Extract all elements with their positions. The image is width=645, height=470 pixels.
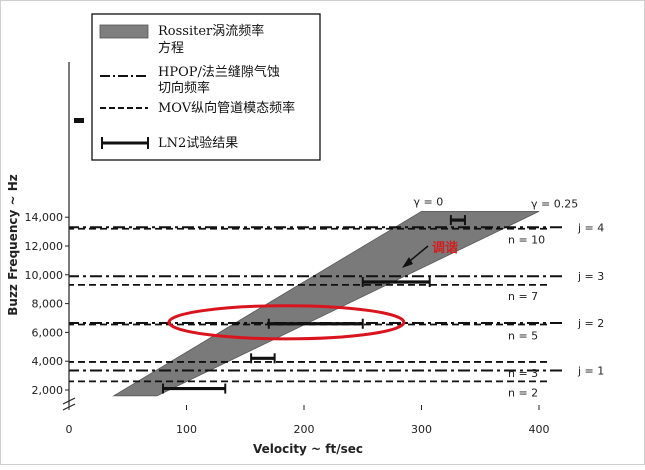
x-tick-label-3: 300 [411, 423, 432, 436]
annotation-layer: 调谐 [167, 240, 458, 341]
y-tick-label-6: 14,000 [25, 211, 64, 224]
y-tick-label-4: 10,000 [25, 269, 64, 282]
mov-line-label-2: n = 3 [508, 367, 538, 380]
tuning-label: 调谐 [432, 240, 458, 256]
legend-swatch-ln2 [101, 137, 149, 149]
mov-line-label-1: n = 2 [508, 386, 538, 399]
y-tick-label-5: 12,000 [25, 240, 64, 253]
gamma-0-label: γ = 0 [414, 195, 444, 208]
legend-label-hpop-line1: HPOP/法兰缝隙气蚀 [158, 64, 280, 80]
y-axis-break-1 [62, 397, 76, 405]
y-tick-label-0: 2,000 [32, 384, 64, 397]
mov-line-label-5: n = 10 [508, 234, 545, 247]
hpop-line-label-4: j = 4 [577, 221, 604, 234]
test-result-2 [250, 353, 276, 364]
legend: Rossiter涡流频率 方程 HPOP/法兰缝隙气蚀 切向频率 MOV纵向管道… [91, 13, 321, 161]
legend-label-rossiter-line1: Rossiter涡流频率 [158, 23, 264, 39]
left-edge-mark [74, 118, 84, 123]
legend-label-hpop-line2: 切向频率 [158, 80, 210, 96]
test-result-4 [361, 277, 431, 287]
y-axis-title: Buzz Frequency ~ Hz [6, 174, 20, 316]
mov-line-label-4: n = 7 [508, 290, 538, 303]
x-axis-title: Velocity ~ ft/sec [253, 442, 363, 456]
hpop-line-label-3: j = 3 [577, 270, 604, 283]
hpop-line-label-2: j = 2 [577, 317, 604, 330]
test-result-1 [162, 383, 227, 394]
x-tick-label-0: 0 [66, 423, 73, 436]
y-tick-label-1: 4,000 [32, 355, 64, 368]
legend-label-rossiter-line2: 方程 [158, 40, 184, 56]
rossiter-band-layer [112, 210, 540, 397]
gamma-025-label: γ = 0.25 [531, 197, 578, 210]
ticks-layer: 2,000 4,000 6,000 8,000 10,000 12,000 14,000 0 1… [25, 211, 550, 436]
y-tick-label-2: 6,000 [32, 326, 64, 339]
tuning-arrow-head [402, 257, 413, 268]
test-result-3 [267, 318, 364, 329]
x-tick-label-2: 200 [294, 423, 315, 436]
x-tick-label-4: 400 [529, 423, 550, 436]
hpop-line-label-1: j = 1 [577, 365, 604, 378]
tuning-ellipse [167, 304, 406, 341]
legend-label-ln2: LN2试验结果 [158, 135, 238, 151]
legend-swatch-rossiter [99, 24, 149, 39]
rossiter-band [112, 210, 540, 397]
mov-line-label-3: n = 5 [508, 329, 538, 342]
test-result-5 [449, 215, 466, 226]
test-results-layer [162, 215, 466, 394]
y-tick-label-3: 8,000 [32, 298, 64, 311]
legend-label-mov: MOV纵向管道模态频率 [158, 100, 295, 116]
x-tick-label-1: 100 [176, 423, 197, 436]
line-labels-layer: γ = 0 γ = 0.25 j = 1 j = 2 j = 3 j = 4 n = 2 n … [414, 195, 605, 399]
